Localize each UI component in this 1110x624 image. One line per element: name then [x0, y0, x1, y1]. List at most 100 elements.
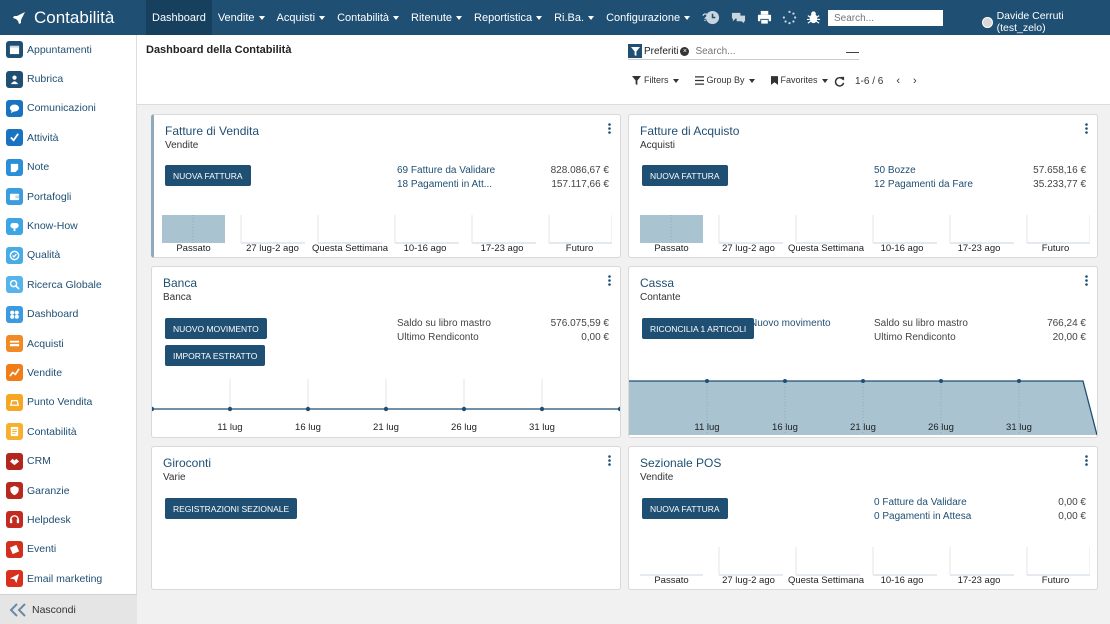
sidebar-item-portafogli[interactable]: Portafogli [0, 182, 136, 211]
menu-label: Vendite [217, 11, 255, 24]
menu-help[interactable]: ? [696, 0, 714, 35]
pager-previous-icon[interactable]: ‹ [896, 75, 901, 87]
pos-icon [6, 393, 23, 411]
menu-dashboard[interactable]: Dashboard [146, 0, 212, 35]
caret-down-icon [672, 78, 679, 83]
bug-icon[interactable] [806, 10, 821, 25]
sidebar-item-punto-vendita[interactable]: Punto Vendita [0, 388, 136, 417]
sidebar-item-crm[interactable]: CRM [0, 446, 136, 475]
filters-dropdown[interactable]: Filters [632, 75, 679, 85]
sidebar-item-garanzie[interactable]: Garanzie [0, 476, 136, 505]
top-navbar: Contabilità Dashboard Vendite Acquisti C… [0, 0, 1110, 35]
print-icon[interactable] [757, 10, 772, 25]
chat-icon[interactable] [731, 10, 746, 25]
clock-icon[interactable] [705, 10, 720, 25]
ultimo-rendiconto-label: Ultimo Rendiconto [874, 332, 956, 343]
card-fatture-vendita: Fatture di Vendita Vendite NUOVA FATTURA… [151, 114, 621, 258]
pagamenti-da-fare-amount: 35.233,77 € [1033, 179, 1086, 190]
sidebar-item-qualit[interactable]: Qualità [0, 241, 136, 270]
importa-estratto-button[interactable]: IMPORTA ESTRATTO [165, 345, 266, 366]
nuova-fattura-button[interactable]: NUOVA FATTURA [165, 165, 251, 186]
spinner-icon[interactable] [782, 10, 797, 25]
sidebar-item-email-marketing[interactable]: Email marketing [0, 564, 136, 593]
card-title[interactable]: Fatture di Acquisto [640, 124, 740, 138]
nuovo-movimento-link[interactable]: Nuovo movimento [750, 318, 831, 329]
sidebar-hide-button[interactable]: Nascondi [0, 594, 137, 624]
search-input[interactable] [695, 45, 836, 57]
pager-next-icon[interactable]: › [913, 75, 917, 87]
bozze-link[interactable]: 50 Bozze [874, 165, 916, 176]
avatar [982, 16, 993, 28]
sidebar-item-appuntamenti[interactable]: Appuntamenti [0, 35, 136, 64]
menu-contabilita[interactable]: Contabilità [331, 0, 405, 35]
card-title[interactable]: Fatture di Vendita [165, 124, 260, 138]
card-title[interactable]: Giroconti [163, 456, 212, 470]
menu-reportistica[interactable]: Reportistica [468, 0, 548, 35]
kebab-menu-icon[interactable] [1085, 123, 1088, 134]
rocket-icon [13, 11, 25, 24]
sidebar-item-rubrica[interactable]: Rubrica [0, 64, 136, 93]
sidebar-item-eventi[interactable]: Eventi [0, 535, 136, 564]
sidebar-item-label: Dashboard [27, 308, 79, 321]
pager-value[interactable]: 1-6 / 6 [855, 75, 884, 87]
chart-bar-passato[interactable] [162, 215, 225, 243]
kebab-menu-icon[interactable] [1085, 455, 1088, 466]
nuova-fattura-button[interactable]: NUOVA FATTURA [642, 498, 728, 519]
bookmark-icon [770, 75, 778, 85]
collapse-icon[interactable]: — [846, 44, 859, 59]
caret-down-icon [748, 78, 755, 83]
sidebar-item-label: Ricerca Globale [27, 278, 102, 291]
kebab-menu-icon[interactable] [608, 455, 611, 466]
pagamenti-in-attesa-link[interactable]: 0 Pagamenti in Attesa [874, 511, 972, 522]
sidebar-item-vendite[interactable]: Vendite [0, 358, 136, 387]
group-by-dropdown[interactable]: Group By [694, 75, 755, 85]
user-menu[interactable]: Davide Cerruti (test_zelo) [982, 10, 1110, 34]
kebab-menu-icon[interactable] [608, 275, 611, 286]
menu-label: Acquisti [276, 11, 316, 24]
card-title[interactable]: Sezionale POS [640, 456, 722, 470]
top-search-input[interactable] [828, 10, 943, 26]
x-tick-label: 17-23 ago [480, 243, 524, 254]
menu-acquisti[interactable]: Acquisti [271, 0, 332, 35]
search-bar[interactable]: Preferiti× — [628, 43, 859, 60]
kebab-menu-icon[interactable] [1085, 275, 1088, 286]
card-title[interactable]: Cassa [640, 276, 675, 290]
fatture-da-validare-link[interactable]: 0 Fatture da Validare [874, 497, 967, 508]
pagamenti-in-attesa-link[interactable]: 18 Pagamenti in Att... [397, 179, 493, 190]
menu-riba[interactable]: Ri.Ba. [548, 0, 600, 35]
remove-facet-icon[interactable]: × [680, 46, 690, 56]
sidebar-item-comunicazioni[interactable]: Comunicazioni [0, 94, 136, 123]
pagamenti-da-fare-link[interactable]: 12 Pagamenti da Fare [874, 179, 973, 190]
registrazioni-sezionale-button[interactable]: REGISTRAZIONI SEZIONALE [165, 498, 298, 519]
sidebar-item-label: Attività [27, 131, 59, 144]
sidebar-item-label: Garanzie [27, 484, 70, 497]
checkbox-icon [6, 129, 23, 147]
search-facet[interactable]: Preferiti × [644, 46, 690, 57]
favorites-dropdown[interactable]: Favorites [770, 75, 828, 85]
sidebar-item-contabilit[interactable]: Contabilità [0, 417, 136, 446]
sidebar-item-know-how[interactable]: Know-How [0, 211, 136, 240]
app-brand[interactable]: Contabilità [0, 0, 137, 35]
menu-vendite[interactable]: Vendite [212, 0, 271, 35]
sidebar-item-ricerca-globale[interactable]: Ricerca Globale [0, 270, 136, 299]
sidebar-item-dashboard[interactable]: Dashboard [0, 300, 136, 329]
x-tick-label: 11 lug [694, 422, 720, 433]
sidebar-item-note[interactable]: Note [0, 153, 136, 182]
sidebar-item-acquisti[interactable]: Acquisti [0, 329, 136, 358]
riconcilia-button[interactable]: RICONCILIA 1 ARTICOLI [642, 318, 755, 339]
menu-label: Dashboard [152, 11, 206, 24]
nuovo-movimento-button[interactable]: NUOVO MOVIMENTO [165, 318, 267, 339]
caret-down-icon [588, 16, 595, 20]
sidebar-item-helpdesk[interactable]: Helpdesk [0, 505, 136, 534]
chart-bar-passato[interactable] [640, 215, 703, 243]
refresh-icon[interactable] [834, 76, 845, 87]
list-icon [694, 75, 704, 85]
kebab-menu-icon[interactable] [608, 123, 611, 134]
x-tick-label: 10-16 ago [880, 243, 924, 254]
sidebar-item-attivit[interactable]: Attività [0, 123, 136, 152]
nuova-fattura-button[interactable]: NUOVA FATTURA [642, 165, 728, 186]
menu-configurazione[interactable]: Configurazione [600, 0, 696, 35]
menu-ritenute[interactable]: Ritenute [405, 0, 468, 35]
fatture-da-validare-link[interactable]: 69 Fatture da Validare [397, 165, 496, 176]
card-title[interactable]: Banca [163, 276, 198, 290]
